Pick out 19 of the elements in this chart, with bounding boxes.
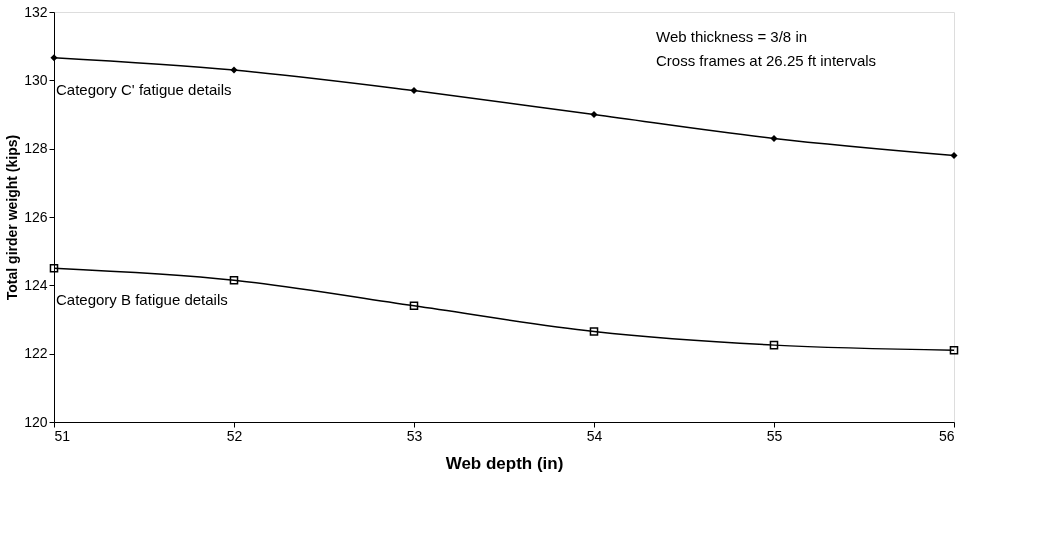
x-tick-label: 54 [586,427,603,444]
y-tick-label: 126 [24,208,48,225]
x-tick-label: 52 [226,427,243,444]
y-tick-label: 128 [24,140,48,157]
series-label: Category B fatigue details [56,291,228,309]
x-tick-label: 53 [406,427,423,444]
y-tick-label: 132 [24,3,48,20]
y-tick-label: 130 [24,71,48,88]
x-tick-label: 56 [938,427,955,444]
y-axis-title: Total girder weight (kips) [4,134,21,301]
annotation: Cross frames at 26.25 ft intervals [656,52,877,69]
y-tick-label: 120 [24,413,48,430]
x-tick-label: 51 [54,427,71,444]
y-tick-label: 124 [24,276,48,293]
y-tick-label: 122 [24,345,48,362]
series-label: Category C' fatigue details [56,80,232,98]
x-tick-label: 55 [766,427,783,444]
annotation: Web thickness = 3/8 in [656,28,808,45]
x-axis-title: Web depth (in) [445,453,564,473]
